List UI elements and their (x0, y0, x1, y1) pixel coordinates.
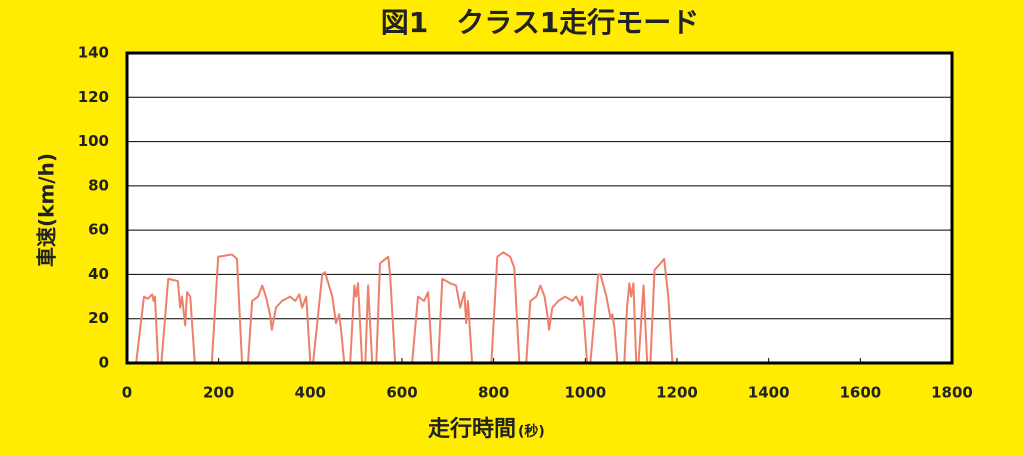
plot-border (125, 51, 954, 365)
x-axis-label: 走行時間 (428, 416, 516, 442)
y-tick-label: 100 (78, 132, 109, 150)
y-tick-label: 20 (88, 309, 109, 327)
x-tick-label: 1000 (564, 384, 606, 402)
y-axis-label: 車速(km/h) (35, 153, 59, 267)
y-tick-label: 60 (88, 221, 109, 239)
x-tick-label: 200 (203, 384, 234, 402)
x-tick-label: 1200 (656, 384, 698, 402)
x-axis-unit: (秒) (518, 423, 545, 440)
y-tick-label: 140 (78, 44, 109, 62)
x-tick-label: 1800 (931, 384, 973, 402)
x-tick-label: 800 (478, 384, 509, 402)
y-tick-label: 120 (78, 88, 109, 106)
x-tick-label: 0 (122, 384, 132, 402)
chart-title: 図1 クラス1走行モード (381, 6, 699, 39)
x-tick-label: 400 (295, 384, 326, 402)
x-tick-label: 1400 (748, 384, 790, 402)
x-tick-label: 1600 (839, 384, 881, 402)
y-tick-label: 0 (99, 354, 109, 372)
y-tick-label: 80 (88, 176, 109, 194)
plot-area (127, 53, 952, 363)
y-tick-label: 40 (88, 265, 109, 283)
x-tick-label: 600 (386, 384, 417, 402)
